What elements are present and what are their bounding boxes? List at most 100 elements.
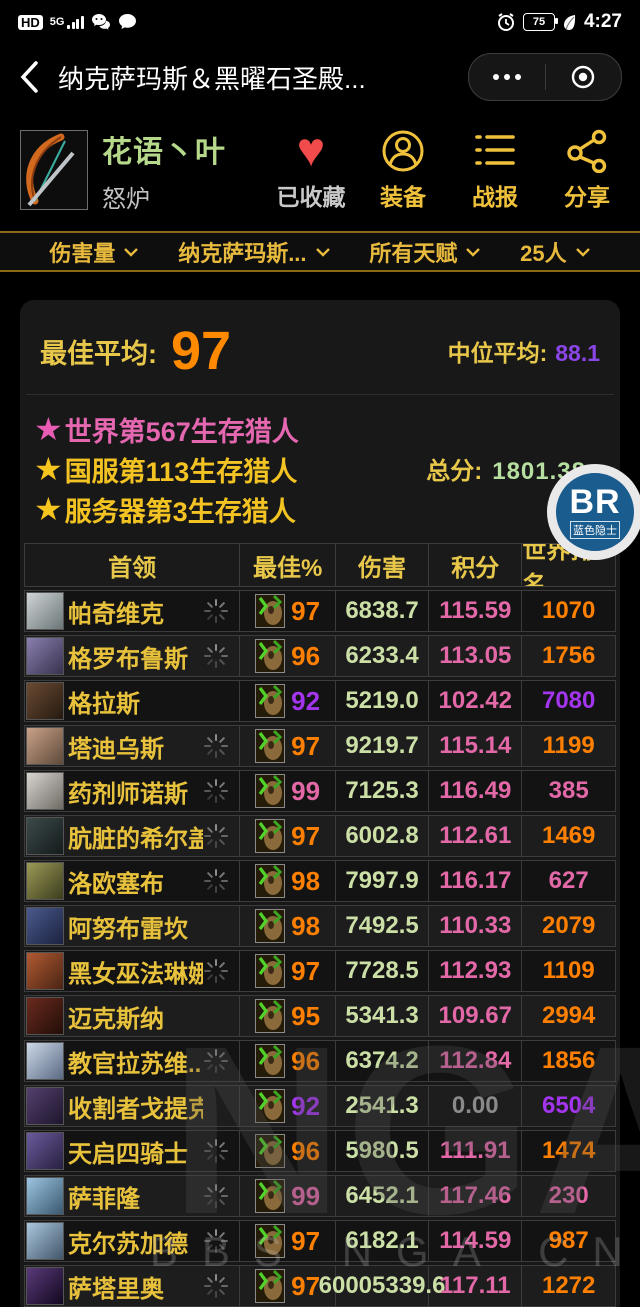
server-ranking-line: ★ 服务器第3生存猎人	[34, 489, 606, 529]
battle-report-button[interactable]: 战报	[462, 128, 528, 212]
table-row[interactable]: 收割者戈提克	[24, 1085, 616, 1127]
score-value: 0.00	[451, 1092, 499, 1119]
table-row[interactable]: 天启四骑士	[24, 1130, 616, 1172]
summary-section: 最佳平均: 97 中位平均: 88.1	[24, 300, 616, 394]
best-percent-value: 98	[291, 910, 321, 941]
damage-value: 2541.3	[345, 1092, 419, 1119]
favorite-button[interactable]: ♥ 已收藏	[276, 127, 346, 212]
avatar[interactable]	[20, 130, 88, 210]
median-average-value: 88.1	[555, 340, 600, 366]
filter-metric-label: 伤害量	[49, 240, 116, 266]
clock-time: 4:27	[583, 11, 622, 32]
equipment-icon	[382, 130, 424, 172]
boss-name: 阿努布雷坎	[68, 915, 188, 943]
best-percent-value: 92	[291, 1090, 321, 1121]
header-damage: 伤害	[336, 544, 430, 586]
loading-spinner-icon	[203, 958, 229, 984]
world-ranking-text: 世界第567生存猎人	[64, 416, 299, 447]
table-row[interactable]: 迈克斯纳	[24, 995, 616, 1037]
world-rank-value: 2079	[541, 912, 596, 939]
filter-size[interactable]: 25人	[520, 236, 590, 268]
damage-value: 6838.7	[345, 597, 419, 624]
world-rank-value: 2994	[541, 1002, 596, 1029]
best-average-value: 97	[171, 321, 232, 381]
signal-bars-icon	[67, 15, 84, 29]
boss-name: 格罗布鲁斯	[68, 645, 188, 673]
filter-spec-label: 所有天赋	[369, 240, 458, 266]
chevron-down-icon	[466, 247, 481, 257]
equipment-button[interactable]: 装备	[370, 128, 436, 212]
star-icon: ★	[34, 411, 63, 447]
more-button[interactable]	[469, 54, 545, 100]
player-name: 花语丶叶	[102, 135, 226, 169]
median-average-label: 中位平均:	[447, 340, 548, 366]
wechat-icon	[91, 13, 111, 31]
spec-icon	[255, 954, 286, 988]
score-value: 117.11	[439, 1272, 511, 1299]
table-row[interactable]: 阿努布雷坎	[24, 905, 616, 947]
spec-icon	[255, 909, 286, 943]
filter-raid[interactable]: 纳克萨玛斯...	[178, 236, 330, 268]
loading-spinner-icon	[203, 868, 229, 894]
loading-spinner-icon	[203, 823, 229, 849]
divider	[26, 394, 614, 395]
best-percent-value: 97	[291, 820, 321, 851]
table-row[interactable]: 洛欧塞布	[24, 860, 616, 902]
table-row[interactable]: 萨塔里奥	[24, 1265, 616, 1307]
back-button[interactable]	[18, 60, 40, 94]
table-row[interactable]: 塔迪乌斯	[24, 725, 616, 767]
filter-size-label: 25人	[520, 240, 567, 266]
region-ranking-line: ★ 国服第113生存猎人	[34, 449, 606, 489]
spec-icon	[255, 774, 286, 808]
star-icon: ★	[34, 451, 63, 487]
table-row[interactable]: 肮脏的希尔盖	[24, 815, 616, 857]
boss-icon	[26, 907, 64, 945]
favorite-label: 已收藏	[276, 184, 346, 210]
ellipsis-icon	[492, 74, 521, 80]
share-icon	[567, 129, 607, 173]
boss-icon	[26, 1042, 64, 1080]
table-row[interactable]: 克尔苏加德	[24, 1220, 616, 1262]
table-row[interactable]: 帕奇维克	[24, 590, 616, 632]
world-rank-value: 1109	[542, 957, 595, 984]
filter-metric[interactable]: 伤害量	[49, 236, 139, 268]
damage-value: 7125.3	[345, 777, 419, 804]
boss-name: 迈克斯纳	[68, 1005, 164, 1033]
table-row[interactable]: 黑女巫法琳娜	[24, 950, 616, 992]
boss-icon	[26, 682, 64, 720]
boss-icon	[26, 1087, 64, 1125]
table-header: 首领 最佳% 伤害 积分 世界排名	[24, 543, 616, 587]
table-row[interactable]: 萨菲隆	[24, 1175, 616, 1217]
filter-spec[interactable]: 所有天赋	[369, 236, 481, 268]
world-rank-value: 7080	[541, 687, 596, 714]
score-value: 116.49	[439, 777, 512, 804]
close-minimize-button[interactable]	[546, 54, 622, 100]
damage-value: 6452.1	[345, 1182, 419, 1209]
share-button[interactable]: 分享	[554, 128, 620, 212]
loading-spinner-icon	[203, 598, 229, 624]
damage-value: 6002.8	[345, 822, 419, 849]
br-floating-badge[interactable]: BR 蓝色隐士	[547, 464, 640, 560]
rankings-section: ★ 世界第567生存猎人 ★ 国服第113生存猎人 ★ 服务器第3生存猎人 总分…	[24, 395, 616, 539]
status-bar: HD 5G 75 4:27	[0, 0, 640, 44]
score-value: 115.14	[439, 732, 512, 759]
table-row[interactable]: 格罗布鲁斯	[24, 635, 616, 677]
boss-name: 萨塔里奥	[68, 1275, 164, 1303]
damage-value: 5341.3	[345, 1002, 419, 1029]
score-value: 112.61	[439, 822, 512, 849]
loading-spinner-icon	[203, 1048, 229, 1074]
best-percent-value: 92	[291, 685, 321, 716]
best-percent-value: 99	[291, 1180, 321, 1211]
best-percent-value: 96	[291, 640, 321, 671]
score-value: 114.59	[439, 1227, 512, 1254]
table-row[interactable]: 格拉斯	[24, 680, 616, 722]
br-badge-text: BR	[569, 483, 621, 521]
alarm-icon	[496, 12, 516, 32]
table-row[interactable]: 教官拉苏维...	[24, 1040, 616, 1082]
table-row[interactable]: 药剂师诺斯	[24, 770, 616, 812]
damage-value: 6233.4	[345, 642, 419, 669]
loading-spinner-icon	[203, 1273, 229, 1299]
damage-value: 7728.5	[345, 957, 419, 984]
spec-icon	[255, 1089, 286, 1123]
world-rank-value: 987	[548, 1227, 589, 1254]
